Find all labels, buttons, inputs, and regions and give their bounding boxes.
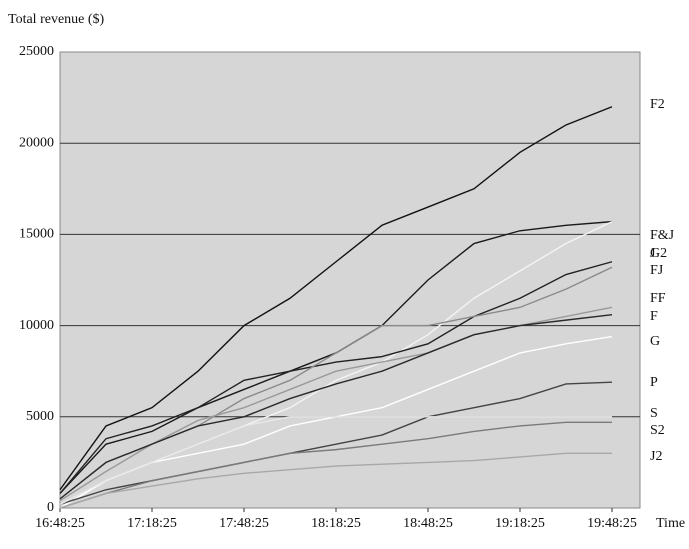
series-line bbox=[59, 421, 612, 509]
y-axis-title: Total revenue ($) bbox=[8, 12, 105, 27]
series-label: G2 bbox=[650, 246, 667, 261]
x-tick-label: 18:18:25 bbox=[311, 516, 361, 531]
series-label: S bbox=[650, 406, 658, 421]
y-tick-label: 25000 bbox=[19, 44, 54, 59]
series-label: J2 bbox=[650, 449, 662, 464]
series-label: J bbox=[650, 246, 656, 261]
series-label: G bbox=[650, 334, 660, 349]
series-label: F bbox=[650, 309, 658, 324]
y-tick-label: 10000 bbox=[19, 318, 54, 333]
y-tick-label: 20000 bbox=[19, 135, 54, 150]
series-line bbox=[59, 261, 613, 494]
series-label: FF bbox=[650, 291, 666, 306]
x-tick-label: 19:48:25 bbox=[587, 516, 637, 531]
series-line bbox=[59, 452, 612, 509]
plot-area bbox=[59, 51, 641, 509]
y-tick-label: 5000 bbox=[26, 409, 54, 424]
series-label: F2 bbox=[650, 97, 665, 112]
series-label: FJ bbox=[650, 263, 664, 278]
series-line bbox=[59, 416, 612, 505]
y-tick-label: 0 bbox=[47, 500, 54, 515]
x-tick-label: 17:18:25 bbox=[127, 516, 177, 531]
series-label: P bbox=[650, 375, 658, 390]
x-tick-label: 18:48:25 bbox=[403, 516, 453, 531]
series-line bbox=[59, 313, 613, 500]
x-tick-label: 19:18:25 bbox=[495, 516, 545, 531]
x-tick-label: 17:48:25 bbox=[219, 516, 269, 531]
series-line bbox=[59, 106, 613, 491]
series-label: S2 bbox=[650, 423, 665, 438]
x-tick-label: 16:48:25 bbox=[35, 516, 85, 531]
y-tick-label: 15000 bbox=[19, 227, 54, 242]
x-axis-title: Time bbox=[656, 516, 685, 531]
series-label: F&J bbox=[650, 228, 675, 243]
